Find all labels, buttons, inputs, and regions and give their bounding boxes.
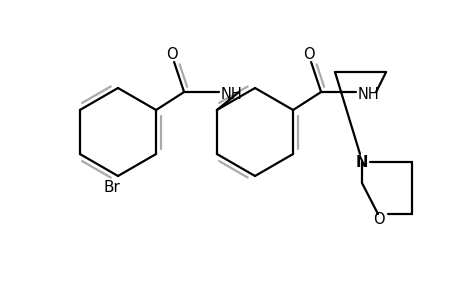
Text: O: O	[372, 212, 384, 227]
Text: O: O	[302, 47, 314, 62]
Text: N: N	[355, 155, 368, 170]
Text: NH: NH	[357, 87, 379, 102]
Text: O: O	[166, 47, 177, 62]
Text: NH: NH	[221, 87, 242, 102]
Text: Br: Br	[104, 180, 121, 195]
